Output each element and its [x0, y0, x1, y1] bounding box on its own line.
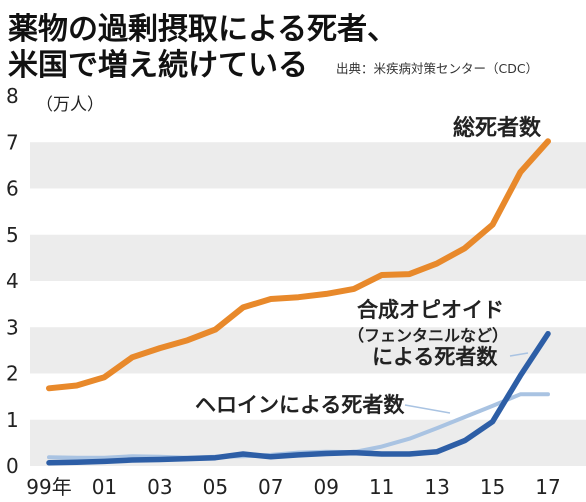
x-tick-label: 07: [258, 475, 283, 499]
y-tick-label: 7: [6, 130, 19, 154]
x-tick-label: 15: [480, 475, 505, 499]
x-tick-label: 01: [92, 475, 117, 499]
x-tick-label: 13: [424, 475, 449, 499]
x-axis-ticks: 99年 01 03 05 07 09 11 13 15 17: [26, 475, 560, 499]
chart-title-line-1: 薬物の過剰摂取による死者、: [8, 12, 398, 47]
grid-band: [30, 234, 586, 281]
source-note: 出典：米疾病対策センター（CDC）: [336, 61, 539, 76]
series-lines: [46, 138, 551, 466]
series-label-heroin: ヘロインによる死者数: [195, 393, 405, 417]
grid-band: [30, 142, 586, 189]
series-line-total-deaths: [46, 138, 551, 392]
series-label-synthetic-opioid-tail: による死者数: [372, 345, 498, 369]
x-tick-label: 17: [535, 475, 560, 499]
series-label-total-deaths: 総死者数: [453, 115, 542, 141]
y-tick-label: 4: [6, 269, 19, 293]
x-tick-label: 99年: [26, 475, 71, 499]
y-tick-label: 8: [6, 84, 19, 108]
x-tick-label: 09: [313, 475, 338, 499]
x-tick-label: 11: [369, 475, 394, 499]
y-tick-label: 5: [6, 223, 19, 247]
x-tick-label: 05: [203, 475, 228, 499]
y-axis-unit: （万人）: [36, 95, 104, 115]
y-tick-label: 6: [6, 177, 19, 201]
y-axis-ticks: 0 1 2 3 4 5 6 7 8: [6, 84, 19, 478]
series-label-synthetic-opioid: 合成オピオイド: [357, 298, 504, 322]
chart-title-line-2: 米国で増え続けている: [8, 48, 308, 83]
label-leader-lines: [404, 352, 529, 414]
series-line-synthetic-opioid: [46, 330, 551, 466]
y-tick-label: 3: [6, 315, 19, 339]
x-tick-label: 03: [147, 475, 172, 499]
leader-line-synthetic-opioid: [509, 352, 529, 357]
y-tick-label: 1: [6, 408, 19, 432]
y-tick-label: 0: [6, 454, 19, 478]
y-tick-label: 2: [6, 362, 19, 386]
leader-line-heroin: [404, 404, 451, 414]
series-label-synthetic-opioid-sub: （フェンタニルなど）: [348, 326, 508, 345]
